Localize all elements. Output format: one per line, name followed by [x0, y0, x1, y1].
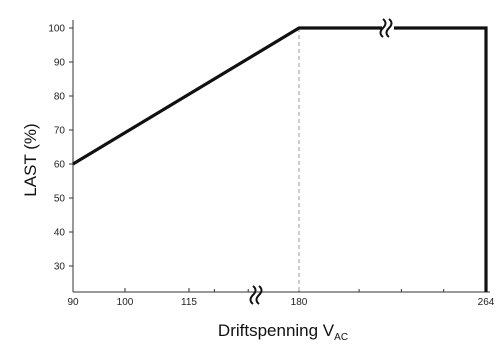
x-tick-label: 115: [181, 297, 197, 308]
x-axis-break-symbol-stroke-1: [249, 285, 257, 305]
x-axis-break-symbol-stroke-2: [255, 285, 263, 305]
x-axis-break-symbol: [249, 285, 263, 305]
y-tick-label: 70: [54, 126, 66, 137]
series-break-symbol-stroke-2: [385, 18, 393, 38]
load-curve-series: [72, 26, 488, 292]
x-tick-label: 264: [478, 297, 495, 308]
y-tick-label: 30: [54, 262, 66, 273]
x-axis-title-main: Driftspenning V: [218, 321, 335, 340]
y-tick-label: 90: [54, 58, 66, 69]
series-break-symbol-stroke-1: [379, 18, 387, 38]
x-axis-title-subscript: AC: [334, 332, 348, 343]
tick-layer: 30 40 50 60 70 80 90 100 90 100 115 180 264: [48, 24, 494, 309]
y-tick-label: 60: [54, 160, 66, 171]
x-tick-label: 180: [291, 297, 308, 308]
series-layer: [72, 26, 488, 293]
x-tick-label: 100: [117, 297, 134, 308]
y-tick-label: 100: [48, 24, 65, 35]
y-tick-label: 50: [54, 194, 66, 205]
y-tick-label: 80: [54, 92, 66, 103]
x-axis-title: Driftspenning VAC: [218, 321, 348, 343]
axis-layer: [72, 20, 490, 293]
series-break-symbol: [379, 18, 394, 38]
axis-break-layer: [249, 18, 394, 305]
y-axis-title: LAST (%): [21, 123, 40, 196]
y-tick-label: 40: [54, 228, 66, 239]
x-tick-label: 90: [67, 297, 79, 308]
